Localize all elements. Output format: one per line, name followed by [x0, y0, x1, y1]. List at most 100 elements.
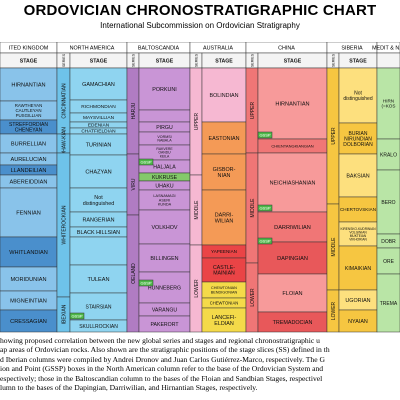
balto-series-label-0: HARJU: [131, 102, 137, 119]
med-stage-label-3: DOBR: [381, 239, 396, 245]
uk-stage-block: [0, 67, 58, 102]
china-series-label-2: LOWER: [250, 288, 256, 307]
aus-stage-header-label: STAGE: [215, 58, 233, 64]
aus-stage-block: [201, 67, 247, 123]
na-stage-label-3: EDENIAN: [88, 123, 110, 129]
region-header-3: AUSTRALIA: [203, 45, 233, 51]
uk-stage-label-3: BURRELLIAN: [11, 141, 46, 147]
balto-stage-label-13: PAKERORT: [150, 322, 179, 328]
na-series-label-1: MOHAW-KIAN: [61, 127, 67, 160]
china-stage-label-4: DAPINGIAN: [277, 256, 308, 262]
na-series-label-2: WHITEROCKIAN: [61, 205, 67, 244]
china-series-label-1: MIDDLE: [250, 198, 256, 218]
caption-line: ion and Point (GSSP) boxes in the North …: [0, 364, 324, 374]
na-stage-label-13: SKULLROCKIAN: [79, 324, 118, 330]
aus-stage-label-6: CHEWTONIAN BENDIGONIAN: [211, 286, 238, 294]
china-stage-label-3: DARRIWILIAN: [274, 225, 311, 231]
balto-series-label-1: VIRU: [131, 178, 137, 190]
aus-stage-label-3: DARRI-WILIAN: [215, 212, 234, 224]
gssp-floian: [138, 279, 154, 287]
na-stage-label-2: MAYSVILLIAN: [83, 115, 115, 121]
balto-stage-label-0: PORKUNI: [152, 87, 177, 93]
aus-stage-label-2: GISBOR-NIAN: [213, 167, 236, 179]
caption-line: espectively; those in the Baltoscandian …: [0, 373, 323, 383]
siberia-stage-label-3: CHERTOVSKIAN: [340, 207, 376, 212]
balto-stage-label-11: HUNNEBERG: [148, 285, 181, 291]
med-stage-header: [376, 52, 400, 69]
na-stage-block: [69, 67, 128, 101]
na-stage-header-label: STAGE: [90, 58, 108, 64]
aus-stage-label-4: YAPEENIAN: [211, 249, 237, 254]
balto-stage-label-3: VORMSI NABALA: [157, 135, 172, 143]
balto-stage-header-label: STAGE: [156, 58, 174, 64]
na-series-label-0: CINCINNATIAN: [61, 83, 67, 119]
siberia-series-label-0: UPPER: [331, 127, 337, 145]
uk-stage-label-5: LLANDEILIAN: [11, 168, 47, 174]
aus-stage-label-8: LANCEFI-ELDIAN: [212, 315, 237, 327]
region-header-5: SIBERIA: [341, 45, 363, 51]
med-stage-block: [376, 273, 400, 333]
siberia-stage-label-5: KIMAIKIAN: [345, 266, 371, 272]
na-stage-label-8: RANGERIAN: [82, 217, 114, 223]
aus-stage-label-0: BOLINDIAN: [209, 93, 238, 99]
aus-series-label-2: LOWER: [194, 279, 200, 298]
siberia-stage-header-label: STAGE: [349, 58, 367, 64]
caption-line: ap areas of Ordovician rocks. Also shown…: [0, 345, 330, 355]
china-stage-header-label: STAGE: [284, 58, 302, 64]
china-stage-label-2: NEICHIASHANIAN: [270, 180, 316, 186]
region-header-0: ITED KINGDOM: [9, 45, 49, 51]
balto-stage-block: [138, 67, 191, 111]
uk-stage-block: [0, 187, 58, 238]
region-header-4: CHINA: [278, 45, 295, 51]
siberia-series-label-2: LOWER: [331, 301, 337, 320]
na-stage-label-12: STAIRSIAN: [85, 304, 111, 310]
uk-stage-label-0: HIRNANTIAN: [11, 82, 45, 88]
med-stage-label-4: ORE: [383, 259, 395, 265]
chart-title: ORDOVICIAN CHRONOSTRATIGRAPHIC CHART: [23, 2, 377, 19]
china-stage-block: [257, 67, 328, 140]
aus-stage-block: [201, 189, 247, 246]
balto-stage-label-10: BILLINGEN: [150, 256, 178, 262]
aus-series-header-label: SERIES: [194, 53, 198, 67]
siberia-stage-block: [338, 221, 378, 247]
aus-stage-label-7: CHEWTONIAN: [210, 300, 239, 305]
gssp-floian-label: GSSP: [140, 280, 151, 285]
gssp-sandbian: [138, 158, 154, 166]
na-series-label-3: IBEXIAN: [61, 304, 67, 324]
na-stage-label-6: CHAZYAN: [85, 169, 111, 175]
na-stage-block: [69, 187, 128, 213]
uk-stage-label-11: CRESSAGIAN: [10, 319, 47, 325]
balto-stage-label-12: VARANGU: [152, 307, 178, 313]
balto-series-header-label: SERIES: [131, 53, 135, 67]
siberia-stage-label-1: BURIAN NIRUNDIAN DOLBORIAN: [343, 131, 373, 148]
aus-stage-label-5: CASTLE-MAINIAN: [213, 265, 235, 277]
balto-series-label-2: OELAND: [131, 263, 137, 284]
uk-stage-label-8: WHITLANDIAN: [9, 250, 48, 256]
aus-stage-label-1: EASTONIAN: [208, 136, 239, 142]
uk-stage-label-10: MIGNEINTIAN: [10, 298, 47, 304]
uk-stage-label-4: AURELUCIAN: [10, 157, 46, 163]
chronostratigraphic-chart: ITED KINGDOM NORTH AMERICA BALTOSCANDIA AUS…: [0, 42, 400, 333]
na-stage-block: [69, 264, 128, 294]
gssp-hirnantian-label: GSSP: [259, 132, 270, 137]
gssp-dapingian-label: GSSP: [259, 238, 270, 243]
balto-stage-label-4: RAKVERE OANDU KEILA: [156, 147, 173, 158]
siberia-stage-label-7: NYAIAN: [348, 319, 368, 325]
aus-series-label-1: MIDDLE: [194, 200, 200, 220]
siberia-stage-block: [338, 67, 378, 124]
siberia-stage-block: [338, 153, 378, 198]
aus-stage-block: [201, 307, 247, 333]
balto-stage-label-5: HALJALA: [153, 164, 176, 170]
aus-stage-block: [201, 121, 247, 155]
aus-series-label-0: UPPER: [194, 113, 200, 131]
na-stage-label-7: Not distinguished: [83, 195, 114, 207]
na-stage-label-0: GAMACHIAN: [82, 82, 115, 88]
china-stage-label-0: HIRNANTIAN: [275, 101, 309, 107]
med-stage-label-2: BERO: [381, 200, 395, 206]
na-stage-label-1: RICHMONDIAN: [81, 104, 116, 110]
chart-subtitle: International Subcommission on Ordovicia…: [100, 21, 300, 30]
balto-stage-block: [138, 271, 191, 304]
na-stage-label-9: BLACK HILLSIAN: [77, 230, 120, 236]
siberia-stage-label-0: Not distinguished: [343, 91, 372, 103]
balto-stage-block: [138, 243, 191, 273]
